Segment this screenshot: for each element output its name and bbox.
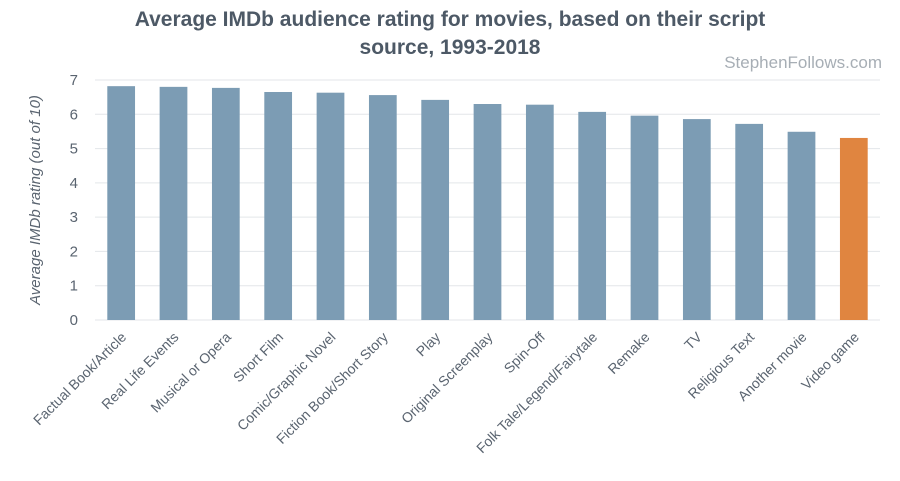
chart-title: Average IMDb audience rating for movies,…	[0, 6, 900, 62]
y-tick-label: 0	[70, 312, 78, 329]
x-tick-label: Comic/Graphic Novel	[234, 329, 339, 434]
watermark: StephenFollows.com	[724, 53, 882, 72]
y-tick-label: 1	[70, 278, 78, 295]
bar-remake	[630, 115, 659, 321]
bar-play	[421, 99, 450, 320]
chart-title-line-1: Average IMDb audience rating for movies,…	[134, 8, 766, 31]
y-tick-label: 5	[70, 141, 78, 158]
bar-religious-text	[735, 123, 764, 320]
bar-tv	[682, 119, 711, 320]
chart-title-line-2: source, 1993-2018	[359, 36, 541, 59]
x-tick-label: Remake	[604, 329, 652, 377]
bar-musical-or-opera	[211, 87, 240, 320]
y-tick-label: 7	[70, 72, 78, 89]
bar-factual-book-article	[107, 86, 136, 321]
x-tick-label: Factual Book/Article	[30, 329, 129, 428]
y-tick-label: 4	[70, 175, 78, 192]
x-tick-label: Original Screenplay	[398, 329, 496, 427]
bar-comic-graphic-novel	[316, 92, 345, 320]
y-tick-label: 2	[70, 243, 78, 260]
bars	[107, 86, 868, 321]
bar-video-game	[839, 137, 868, 320]
y-axis-ticks: 0 1 2 3 4 5 6 7	[70, 72, 78, 329]
bar-original-screenplay	[473, 104, 502, 320]
x-tick-label: TV	[681, 328, 705, 352]
x-tick-label: Short Film	[230, 329, 286, 385]
y-tick-label: 6	[70, 106, 78, 123]
x-tick-label: Spin-Off	[501, 329, 549, 377]
bar-fiction-book-short-story	[368, 95, 397, 320]
bar-another-movie	[787, 131, 816, 320]
y-axis-label: Average IMDb rating (out of 10)	[27, 95, 44, 306]
bar-short-film	[264, 92, 293, 320]
y-tick-label: 3	[70, 209, 78, 226]
bar-real-life-events	[159, 86, 188, 320]
x-tick-label: Play	[413, 329, 444, 360]
bar-folk-tale-legend-fairytale	[578, 111, 607, 320]
bar-spin-off	[525, 104, 554, 320]
